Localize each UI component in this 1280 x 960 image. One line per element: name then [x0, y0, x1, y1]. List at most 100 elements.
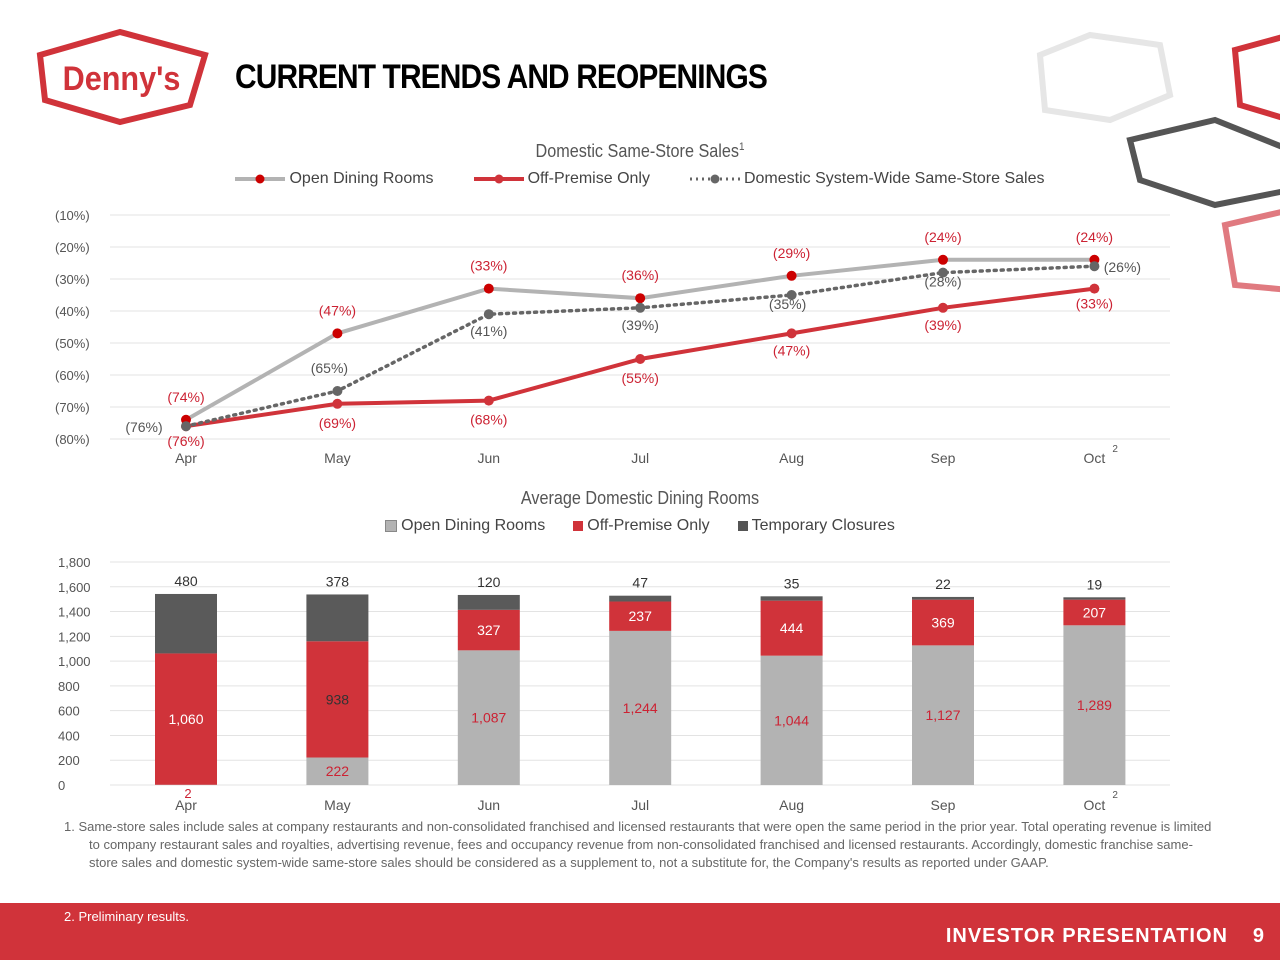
x-tick-label: Sep [931, 797, 956, 813]
data-label: (24%) [924, 229, 961, 245]
y-tick-label: (40%) [55, 304, 90, 319]
y-tick-label: 1,800 [58, 555, 91, 570]
data-point [786, 328, 797, 339]
y-tick-label: 1,200 [58, 629, 91, 644]
hexagon-decor [1231, 34, 1280, 121]
footnote-1: 1. Same-store sales include sales at com… [64, 819, 1212, 870]
y-tick-label: (70%) [55, 400, 90, 415]
legend-temporary-closures: Temporary Closures [737, 517, 895, 535]
bar-segment [1063, 625, 1126, 785]
data-label: 938 [326, 691, 350, 707]
data-point [786, 270, 797, 281]
bar-segment [155, 653, 217, 785]
data-label: (36%) [622, 267, 659, 283]
footnotes: 1. Same-store sales include sales at com… [64, 818, 1214, 872]
data-point [483, 283, 494, 294]
x-tick-label: Aug [779, 797, 804, 813]
data-label: 444 [780, 620, 804, 636]
bar-segment [306, 757, 369, 785]
y-tick-label: 1,600 [58, 580, 91, 595]
y-tick-label: 600 [58, 704, 80, 719]
bar-segment [912, 599, 974, 646]
x-tick-label: Jun [478, 797, 501, 813]
data-label: 237 [629, 608, 653, 624]
bar-segment [457, 650, 520, 785]
legend-system-wide: Domestic System-Wide Same-Store Sales [689, 170, 1045, 188]
data-label: 327 [477, 622, 501, 638]
x-tick-sup: 2 [1112, 790, 1118, 801]
data-label: (47%) [773, 342, 810, 358]
data-label: 1,044 [774, 712, 809, 728]
data-label: (76%) [125, 419, 162, 435]
data-point [1089, 261, 1100, 272]
bar-segment [609, 630, 672, 785]
x-tick-label: Jul [631, 797, 649, 813]
bar-segment [760, 655, 823, 785]
data-label: 47 [632, 575, 648, 591]
logo: Denny's [36, 28, 209, 126]
hexagon-decor [1036, 31, 1174, 124]
y-tick-label: (10%) [55, 208, 90, 223]
data-label: 222 [326, 763, 350, 779]
data-point [483, 309, 494, 320]
hexagon-decor [1221, 209, 1280, 293]
data-label: (68%) [470, 412, 507, 428]
data-label: 480 [174, 573, 198, 589]
bar-chart: 0 200 400 600 800 1,000 1,200 1,400 1,600 1,800 Ap… [58, 555, 1170, 813]
data-label: (33%) [470, 258, 507, 274]
y-tick-label: (50%) [55, 336, 90, 351]
legend-open-dining: Open Dining Rooms [385, 517, 545, 535]
data-label: 1,289 [1077, 697, 1112, 713]
data-label: 378 [326, 573, 350, 589]
data-label: (28%) [924, 274, 961, 290]
x-tick-label: Oct [1084, 450, 1106, 466]
data-label: 1,060 [168, 711, 203, 727]
y-tick-label: 1,400 [58, 605, 91, 620]
bar-chart-title: Average Domestic Dining Rooms [520, 488, 760, 508]
data-point [1089, 283, 1100, 294]
page-number: 9 [1252, 925, 1264, 947]
legend-off-premise: Off-Premise Only [473, 170, 650, 188]
x-tick-sup: 2 [184, 786, 191, 801]
y-tick-label: 1,000 [58, 654, 91, 669]
bar-segment [1063, 597, 1126, 600]
data-label: (33%) [1076, 296, 1113, 312]
page-title: CURRENT TRENDS AND REOPENINGS [235, 58, 768, 96]
data-label: 369 [931, 615, 955, 631]
data-point [332, 328, 343, 339]
data-point [938, 302, 948, 313]
hexagon-decor [1126, 116, 1280, 209]
footnote-2: 2. Preliminary results. [64, 909, 189, 924]
data-label: (65%) [311, 360, 348, 376]
x-tick-label: Apr [175, 450, 197, 466]
x-tick-sup: 2 [1112, 444, 1118, 455]
y-tick-label: 200 [58, 753, 80, 768]
data-label: (26%) [1104, 259, 1141, 275]
data-label: (24%) [1076, 229, 1113, 245]
bar-segment [457, 609, 520, 651]
data-point [635, 354, 646, 364]
y-tick-label: (20%) [55, 240, 90, 255]
y-tick-label: (80%) [55, 432, 90, 447]
data-label: (41%) [470, 323, 507, 339]
data-label: (55%) [622, 370, 659, 386]
data-label: (29%) [773, 245, 810, 261]
data-point [635, 302, 646, 313]
bar-segment [155, 593, 217, 654]
data-label: 22 [935, 576, 951, 592]
data-point [938, 254, 948, 265]
data-label: 35 [784, 575, 800, 591]
footer-label: INVESTOR PRESENTATION [945, 925, 1228, 947]
line-chart: (10%) (20%) (30%) (40%) (50%) (60%) (70%) (80%)… [55, 208, 1170, 466]
x-tick-label: Sep [931, 450, 956, 466]
x-tick-label: May [324, 797, 350, 813]
y-tick-label: 400 [58, 728, 80, 743]
bar-segment [1063, 599, 1126, 626]
data-point [332, 386, 343, 396]
legend-off-premise: Off-Premise Only [573, 517, 710, 535]
y-tick-label: (30%) [55, 272, 90, 287]
data-label: 120 [477, 574, 501, 590]
x-tick-label: Jul [631, 450, 649, 466]
bar-segment [306, 641, 369, 758]
